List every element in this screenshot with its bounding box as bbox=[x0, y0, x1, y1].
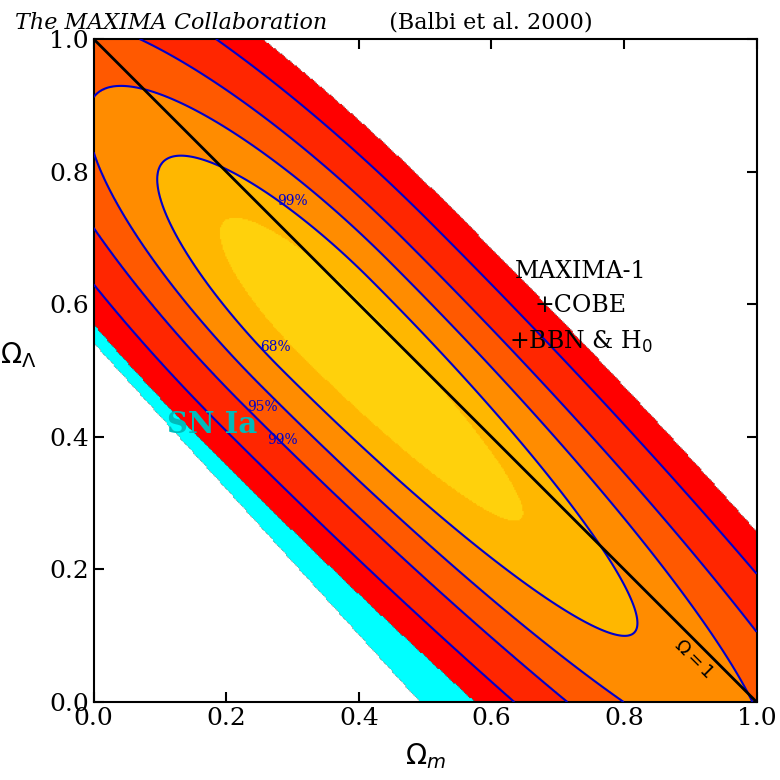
Text: SN Ia: SN Ia bbox=[167, 410, 257, 439]
Text: $\Omega=1$: $\Omega=1$ bbox=[671, 636, 717, 682]
Text: MAXIMA-1
+COBE
+BBN & H$_0$: MAXIMA-1 +COBE +BBN & H$_0$ bbox=[509, 260, 653, 355]
Text: (Balbi et al. 2000): (Balbi et al. 2000) bbox=[374, 12, 593, 34]
Text: 99%: 99% bbox=[268, 433, 298, 447]
Text: 68%: 68% bbox=[261, 340, 291, 354]
Y-axis label: $\Omega_\Lambda$: $\Omega_\Lambda$ bbox=[0, 341, 37, 370]
Text: 99%: 99% bbox=[277, 194, 308, 208]
Text: The MAXIMA Collaboration: The MAXIMA Collaboration bbox=[16, 12, 328, 34]
X-axis label: $\Omega_m$: $\Omega_m$ bbox=[405, 741, 445, 771]
Text: 95%: 95% bbox=[247, 400, 278, 414]
